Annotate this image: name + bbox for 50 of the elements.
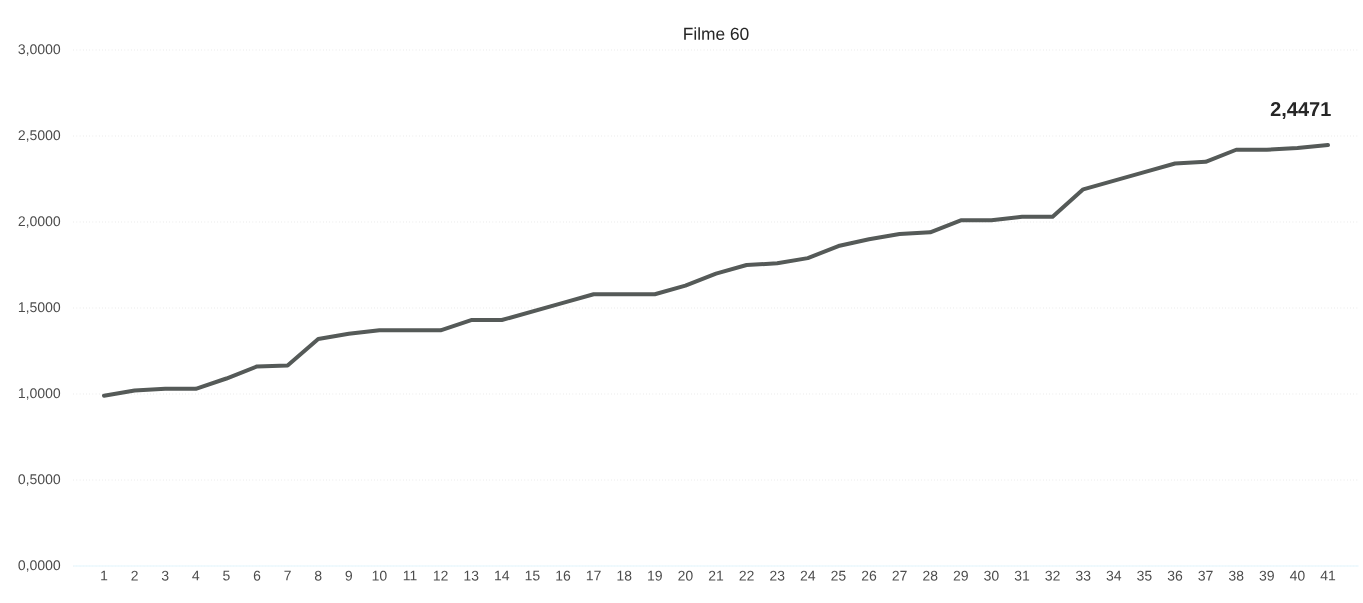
x-tick-label: 9	[345, 570, 353, 581]
y-tick-label: 2,5000	[18, 130, 61, 142]
x-tick-label: 13	[464, 570, 479, 581]
x-tick-label: 41	[1320, 570, 1336, 581]
x-tick-label: 11	[403, 570, 417, 581]
x-tick-label: 19	[648, 570, 662, 581]
x-tick-label: 38	[1228, 570, 1244, 581]
x-tick-label: 40	[1289, 570, 1305, 581]
x-tick-label: 3	[161, 570, 169, 581]
y-tick-label: 0,5000	[18, 474, 61, 486]
x-tick-label: 27	[892, 570, 907, 581]
x-tick-label: 22	[739, 570, 754, 581]
x-tick-label: 23	[770, 570, 785, 581]
x-tick-label: 17	[586, 570, 601, 581]
x-tick-label: 37	[1198, 570, 1213, 581]
y-tick-label: 1,5000	[18, 302, 61, 314]
data-label: 2,4471	[1270, 101, 1331, 120]
x-tick-label: 6	[253, 570, 261, 581]
x-tick-label: 31	[1014, 570, 1030, 581]
y-tick-label: 0,0000	[18, 560, 61, 572]
x-tick-label: 7	[284, 570, 291, 581]
x-tick-label: 33	[1075, 570, 1091, 581]
x-tick-label: 30	[984, 570, 999, 581]
x-tick-label: 20	[678, 570, 693, 581]
x-tick-label: 25	[831, 570, 846, 581]
y-tick-label: 1,0000	[18, 388, 61, 400]
x-tick-label: 24	[800, 570, 816, 581]
x-tick-label: 32	[1045, 570, 1060, 581]
x-tick-label: 5	[223, 570, 230, 581]
x-tick-label: 14	[495, 570, 510, 581]
x-tick-label: 29	[953, 570, 968, 581]
x-tick-label: 18	[617, 570, 632, 581]
x-tick-label: 35	[1137, 570, 1152, 581]
x-tick-label: 26	[861, 570, 877, 581]
x-tick-label: 12	[433, 570, 448, 581]
x-tick-label: 4	[192, 570, 200, 581]
x-tick-label: 10	[372, 570, 387, 581]
x-tick-label: 15	[525, 570, 540, 581]
x-tick-label: 16	[556, 570, 571, 581]
y-tick-label: 2,0000	[18, 216, 61, 228]
chart-title: Filme 60	[684, 27, 749, 40]
x-tick-label: 39	[1259, 570, 1274, 581]
x-tick-label: 21	[708, 570, 724, 581]
x-tick-label: 1	[101, 570, 108, 581]
y-tick-label: 3,0000	[18, 44, 61, 56]
x-tick-label: 36	[1167, 570, 1183, 581]
x-tick-label: 28	[923, 570, 938, 581]
x-tick-label: 8	[314, 570, 322, 581]
x-tick-label: 2	[131, 570, 138, 581]
x-tick-label: 34	[1106, 570, 1122, 581]
